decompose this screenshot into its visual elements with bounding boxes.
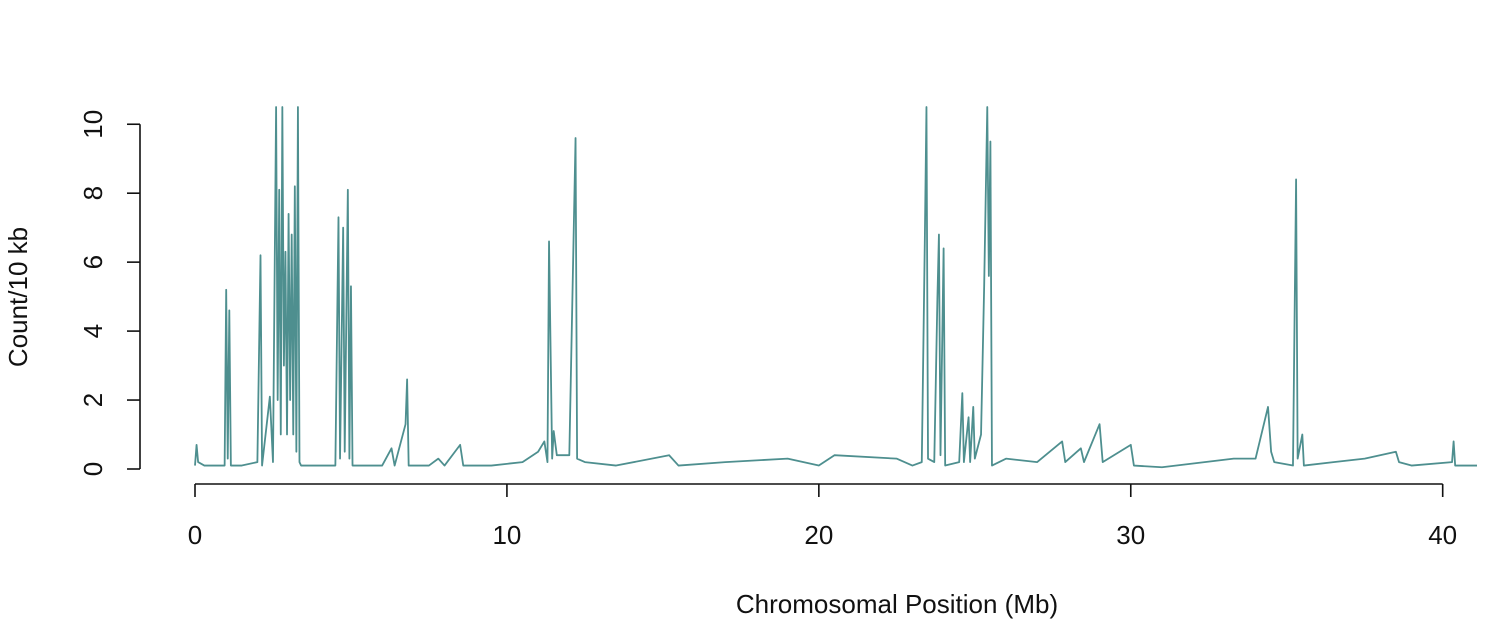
- x-tick-label: 20: [804, 520, 833, 550]
- y-axis-label: Count/10 kb: [3, 227, 33, 367]
- y-tick-label: 2: [78, 393, 108, 407]
- data-line: [194, 106, 1477, 469]
- y-tick-label: 8: [78, 186, 108, 200]
- x-tick-label: 0: [188, 520, 202, 550]
- y-tick-label: 4: [78, 324, 108, 338]
- y-tick-label: 6: [78, 255, 108, 269]
- y-tick-label: 10: [78, 110, 108, 139]
- x-tick-label: 10: [492, 520, 521, 550]
- x-tick-label: 40: [1428, 520, 1457, 550]
- x-tick-label: 30: [1116, 520, 1145, 550]
- y-tick-label: 0: [78, 462, 108, 476]
- x-axis-label: Chromosomal Position (Mb): [736, 589, 1058, 619]
